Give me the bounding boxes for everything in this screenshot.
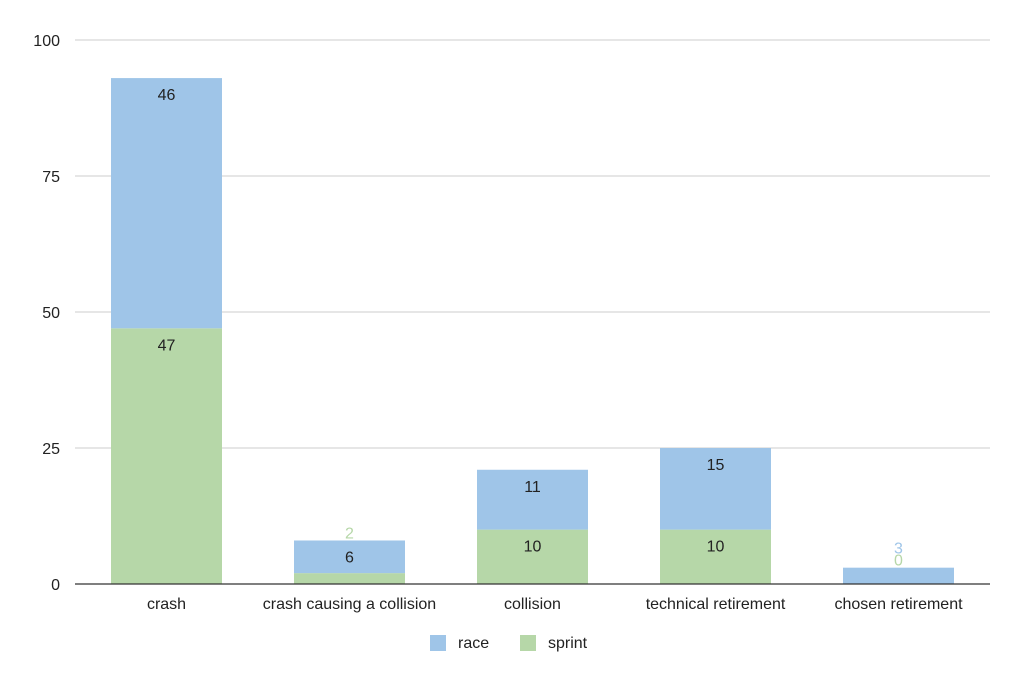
y-tick-label: 100: [33, 33, 60, 50]
data-label-sprint: 2: [345, 525, 354, 542]
data-label-sprint: 10: [707, 539, 725, 556]
data-label-race: 6: [345, 549, 354, 566]
bar-segment-sprint: [111, 328, 222, 584]
data-label-sprint: 47: [158, 337, 176, 354]
legend-label-sprint: sprint: [548, 635, 588, 652]
data-label-race: 3: [894, 541, 903, 558]
y-axis-tick-labels: 0 25 50 75 100: [33, 33, 60, 594]
x-axis-category-labels: crash crash causing a collision collision t…: [147, 596, 963, 613]
data-label-race: 11: [524, 479, 541, 496]
data-label-race: 46: [158, 87, 176, 104]
bar-segment-race: [843, 567, 954, 584]
bar-segment-race: [660, 448, 771, 530]
y-tick-label: 0: [51, 577, 60, 594]
y-tick-label: 50: [42, 305, 60, 322]
legend-swatch-race: [430, 635, 446, 651]
data-labels: 47 46 2 6 10 11 10 15 03: [158, 87, 903, 570]
gridlines: [75, 39, 990, 449]
bars: [111, 78, 954, 584]
bar-segment-sprint: [660, 529, 771, 584]
bar-segment-sprint: [294, 573, 405, 584]
y-tick-label: 75: [42, 169, 60, 186]
legend-label-race: race: [458, 635, 489, 652]
x-category-label: chosen retirement: [834, 596, 963, 613]
x-category-label: crash: [147, 596, 186, 613]
bar-segment-race: [294, 540, 405, 574]
legend: race sprint: [430, 635, 588, 652]
legend-swatch-sprint: [520, 635, 536, 651]
y-tick-label: 25: [42, 441, 60, 458]
bar-segment-race: [477, 469, 588, 530]
data-label-sprint: 0: [894, 553, 903, 570]
x-category-label: technical retirement: [646, 596, 786, 613]
x-category-label: crash causing a collision: [263, 596, 436, 613]
bar-segment-sprint: [477, 529, 588, 584]
x-category-label: collision: [504, 596, 561, 613]
data-label-sprint: 10: [524, 539, 542, 556]
data-label-race: 15: [707, 457, 725, 474]
bar-segment-race: [111, 78, 222, 329]
